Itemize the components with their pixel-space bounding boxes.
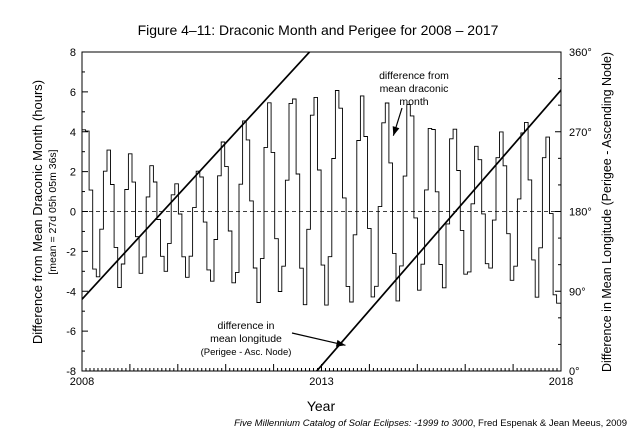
right-tick-label: 90°: [569, 286, 586, 298]
arrow-longitude-head: [335, 339, 346, 347]
right-tick-label: 0°: [569, 366, 580, 378]
y-tick-label: -4: [66, 286, 76, 298]
left-axis-subtitle: [mean = 27d 05h 05m 36s]: [47, 149, 59, 274]
chart-title: Figure 4–11: Draconic Month and Perigee …: [138, 22, 499, 38]
left-axis-title: Difference from Mean Draconic Month (hou…: [30, 80, 45, 344]
credit-title: Five Millennium Catalog of Solar Eclipse…: [234, 418, 473, 429]
right-axis-title: Difference in Mean Longitude (Perigee - …: [600, 52, 614, 372]
draconic-step-line: [82, 90, 561, 306]
arrow-draconic-head: [392, 126, 400, 136]
annotation-draconic-line3: month: [399, 96, 428, 108]
annotation-draconic-line1: difference from: [379, 70, 449, 82]
x-tick-label: 2008: [70, 376, 94, 388]
right-tick-label: 270°: [569, 127, 592, 139]
source-credit: Five Millennium Catalog of Solar Eclipse…: [234, 418, 627, 429]
x-axis-title: Year: [307, 398, 336, 414]
longitude-line-segment-1: [315, 88, 561, 371]
left-axis-label: Difference from Mean Draconic Month (hou…: [30, 80, 59, 344]
annotation-longitude-line2: mean longitude: [210, 333, 282, 345]
annotation-longitude-line1: difference in: [217, 320, 274, 332]
credit-authors: , Fred Espenak & Jean Meeus, 2009: [472, 418, 627, 429]
y-tick-label: 2: [70, 167, 76, 179]
y-tick-label: -2: [66, 246, 76, 258]
right-tick-label: 360°: [569, 47, 592, 59]
right-tick-label: 180°: [569, 207, 592, 219]
annotation-longitude-line3: (Perigee - Asc. Node): [201, 347, 292, 358]
y-tick-label: 4: [70, 127, 76, 139]
y-tick-label: 0: [70, 207, 76, 219]
x-tick-label: 2018: [549, 376, 573, 388]
y-tick-label: 8: [70, 47, 76, 59]
x-tick-label: 2013: [309, 376, 333, 388]
annotation-longitude: difference in mean longitude (Perigee - …: [201, 320, 292, 358]
y-tick-label: -6: [66, 326, 76, 338]
annotation-draconic: difference from mean draconic month: [379, 70, 449, 108]
y-tick-label: 6: [70, 87, 76, 99]
y-tick-label: -8: [66, 366, 76, 378]
arrow-longitude-shaft: [291, 332, 346, 346]
annotation-draconic-line2: mean draconic: [380, 83, 449, 95]
longitude-line-segment-0: [82, 52, 311, 301]
